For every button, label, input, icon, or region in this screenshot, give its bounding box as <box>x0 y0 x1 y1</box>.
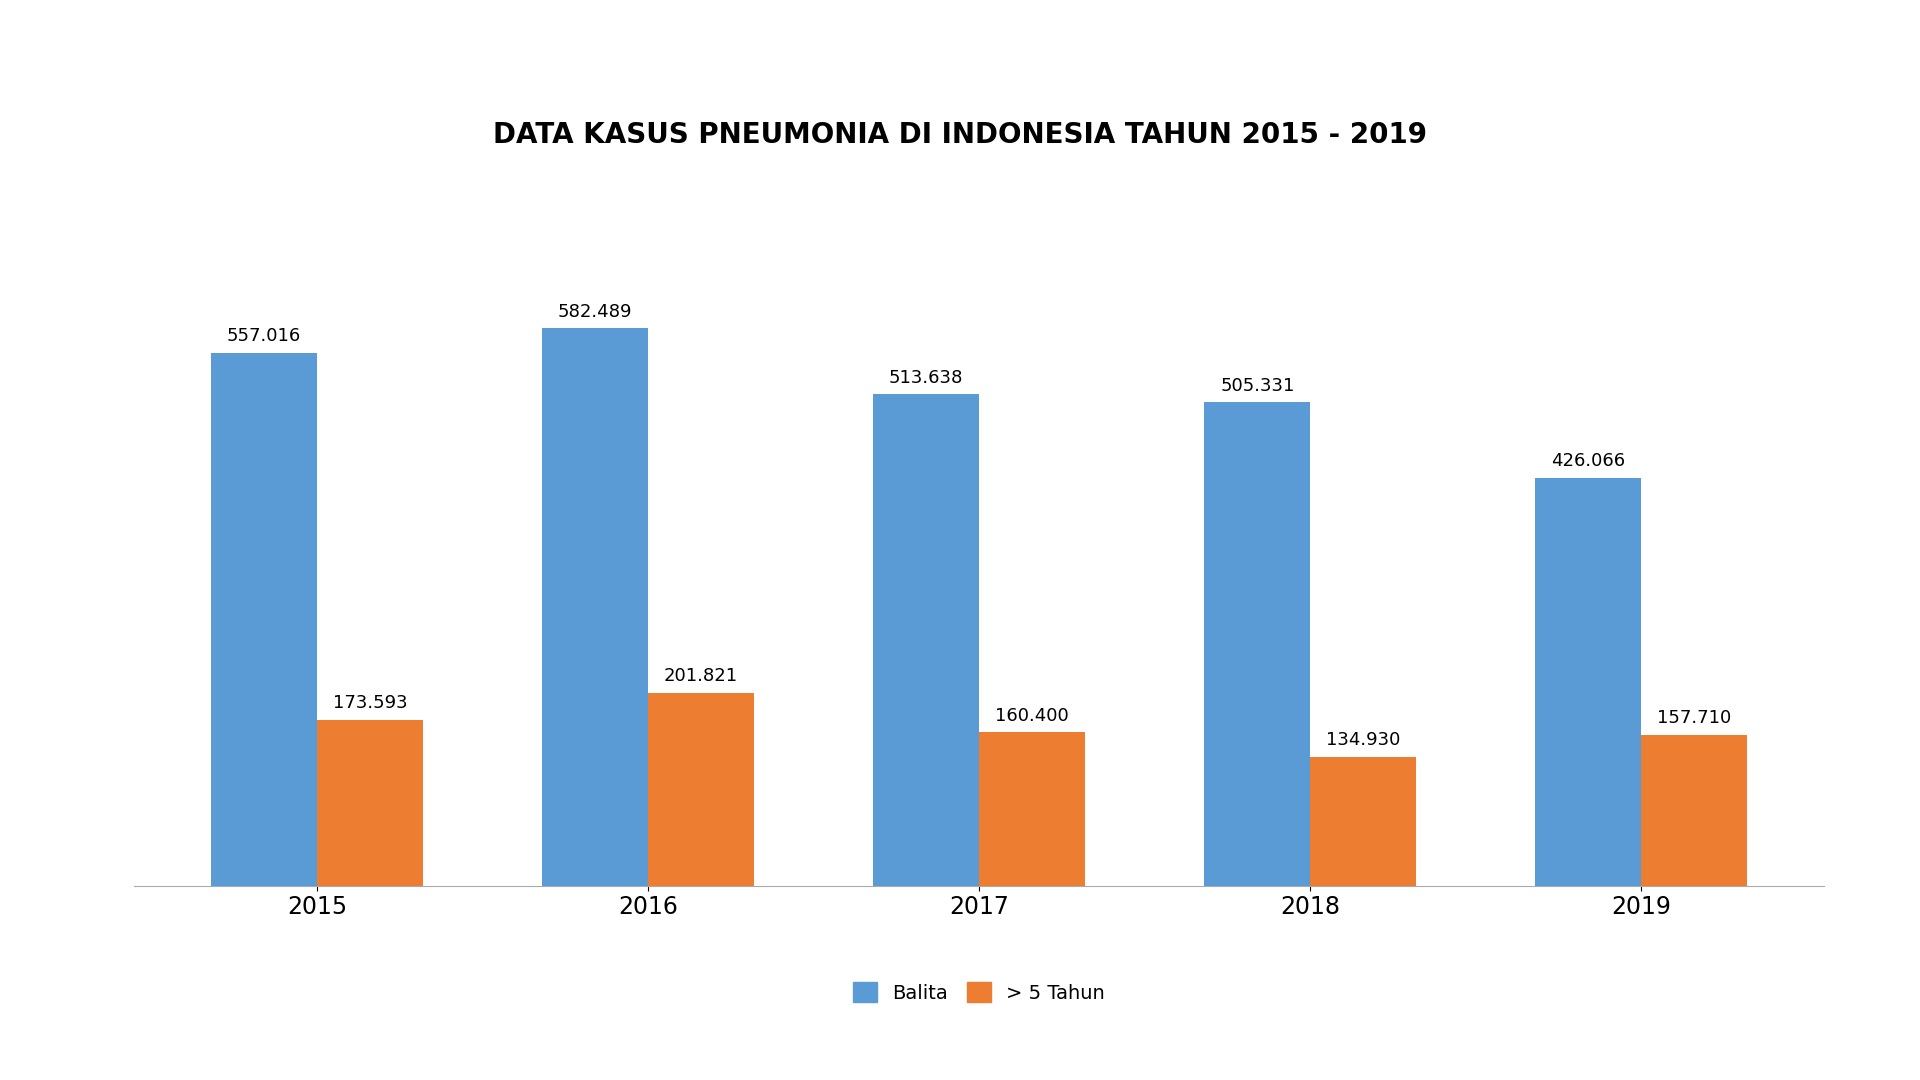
Bar <box>317 719 422 886</box>
Bar <box>1309 756 1417 886</box>
Text: 160.400: 160.400 <box>995 706 1069 725</box>
Bar <box>541 328 649 886</box>
Text: 157.710: 157.710 <box>1657 710 1732 727</box>
Text: 513.638: 513.638 <box>889 368 964 387</box>
Text: DATA KASUS PNEUMONIA DI INDONESIA TAHUN 2015 - 2019: DATA KASUS PNEUMONIA DI INDONESIA TAHUN … <box>493 121 1427 149</box>
Text: 505.331: 505.331 <box>1219 377 1294 394</box>
Bar <box>211 353 317 886</box>
Text: 557.016: 557.016 <box>227 327 301 346</box>
Bar <box>979 732 1085 886</box>
Bar <box>649 692 755 886</box>
Bar <box>1204 402 1309 886</box>
Bar <box>874 394 979 886</box>
Text: 582.489: 582.489 <box>559 302 632 321</box>
Text: 426.066: 426.066 <box>1551 453 1626 471</box>
Text: 201.821: 201.821 <box>664 666 737 685</box>
Bar <box>1642 734 1747 886</box>
Text: 134.930: 134.930 <box>1327 731 1400 748</box>
Legend: Balita, > 5 Tahun: Balita, > 5 Tahun <box>852 983 1106 1003</box>
Text: 173.593: 173.593 <box>332 693 407 712</box>
Bar <box>1536 478 1642 886</box>
